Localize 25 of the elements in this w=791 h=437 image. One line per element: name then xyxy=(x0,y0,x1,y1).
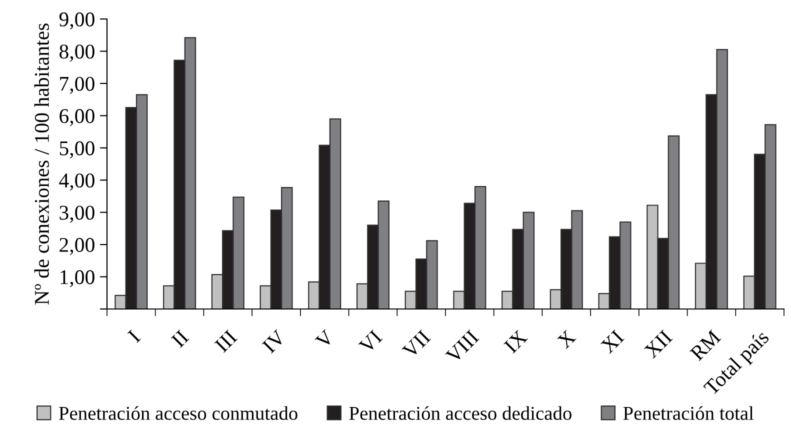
y-tick-label: 2,00 xyxy=(60,238,94,255)
x-tick-label: VII xyxy=(402,330,432,360)
y-tick-label: 6,00 xyxy=(60,109,94,126)
legend-label: Penetración total xyxy=(623,406,754,420)
legend-label: Penetración acceso conmutado xyxy=(58,406,298,420)
x-tick-label: XI xyxy=(600,330,624,354)
x-tick-label: II xyxy=(170,330,190,348)
x-tick-label: VIII xyxy=(445,330,480,364)
x-tick-label: V xyxy=(314,329,335,350)
x-tick-label: III xyxy=(214,330,238,353)
legend-label: Penetración acceso dedicado xyxy=(349,406,572,420)
x-tick-label: IV xyxy=(262,329,287,354)
y-tick-label: 7,00 xyxy=(60,76,94,94)
x-tick-label: VI xyxy=(358,330,383,354)
y-tick-label: 1,00 xyxy=(60,270,94,288)
x-tick-label: IX xyxy=(504,329,528,354)
y-tick-label: 5,00 xyxy=(60,141,94,158)
y-tick-label: 4,00 xyxy=(59,173,94,191)
y-tick-label: 8,00 xyxy=(60,44,94,62)
x-tick-label: XII xyxy=(644,330,673,359)
y-axis-title: Nº de conexiones / 100 habitantes xyxy=(34,24,49,305)
x-tick-label: X xyxy=(556,329,576,349)
y-tick-label: 9,00 xyxy=(59,12,94,30)
x-tick-label: I xyxy=(127,330,141,344)
y-tick-label: 3,00 xyxy=(60,206,94,223)
